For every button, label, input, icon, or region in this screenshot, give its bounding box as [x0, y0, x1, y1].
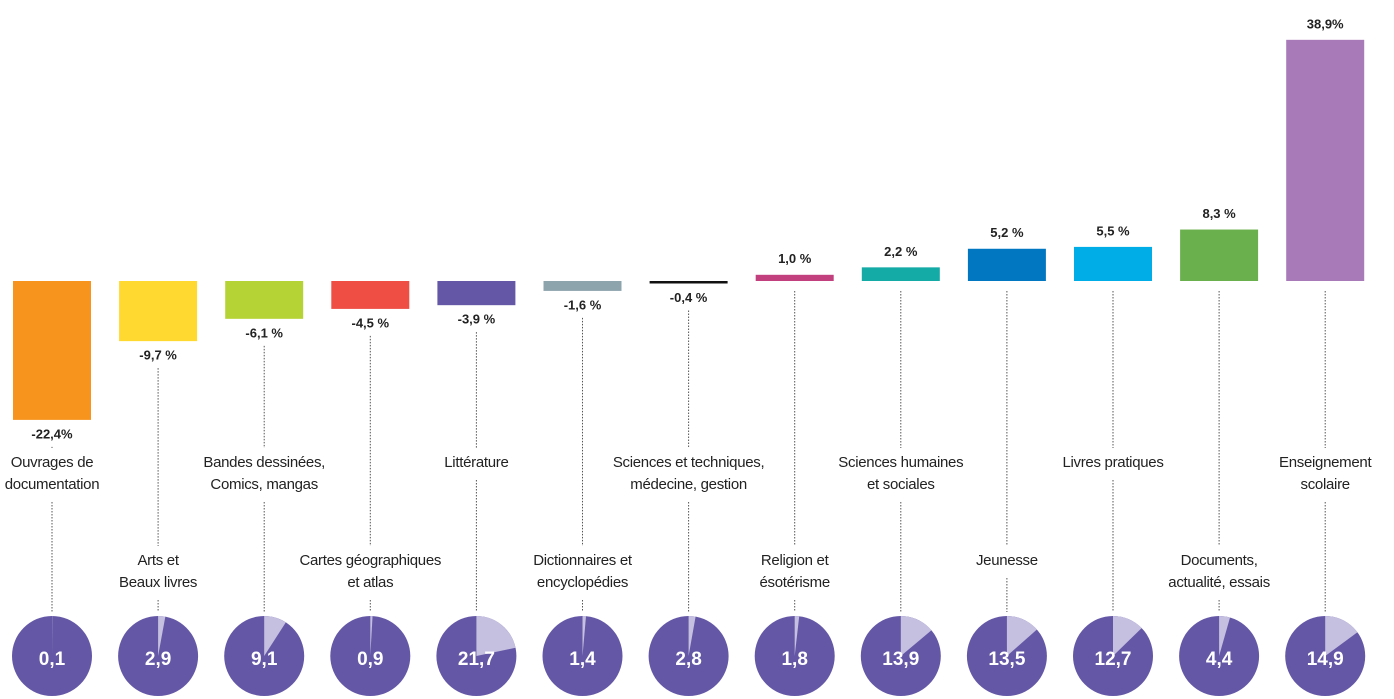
pie-label: 2,8 — [675, 649, 701, 670]
value-label: -9,7 % — [139, 348, 177, 363]
pie-label: 21,7 — [458, 649, 495, 670]
value-label: -3,9 % — [458, 312, 496, 327]
pie-label: 1,4 — [569, 649, 596, 670]
value-label: -6,1 % — [245, 325, 283, 340]
bar — [861, 267, 940, 281]
value-label: -1,6 % — [564, 297, 602, 312]
bar — [1286, 39, 1365, 281]
bar — [437, 281, 516, 306]
bar — [755, 274, 834, 281]
pie-slice — [1006, 616, 1037, 656]
value-label: -4,5 % — [352, 315, 390, 330]
value-label: 2,2 % — [884, 244, 918, 259]
value-label: 8,3 % — [1202, 206, 1236, 221]
category-label: Littérature — [444, 454, 509, 471]
pie-slice — [370, 616, 373, 656]
value-label: 1,0 % — [778, 251, 812, 266]
category-label: Arts et Beaux livres — [119, 552, 198, 591]
pie-label: 2,9 — [145, 649, 171, 670]
pie-slice — [1325, 616, 1358, 656]
pie-label: 14,9 — [1307, 649, 1344, 670]
pie-slice — [1219, 616, 1231, 656]
bar — [1180, 229, 1259, 281]
bar — [649, 281, 728, 284]
pie-label: 4,4 — [1206, 649, 1233, 670]
pie-slice — [794, 616, 800, 656]
pie-label: 9,1 — [251, 649, 278, 670]
pie-slice — [582, 616, 587, 656]
value-label: 5,5 % — [1096, 223, 1130, 238]
bar — [1074, 246, 1152, 281]
category-label: Dictionnaires et encyclopédies — [533, 552, 632, 591]
bar — [331, 281, 410, 309]
bar — [967, 248, 1046, 281]
bar — [225, 281, 304, 319]
bar — [543, 281, 622, 291]
value-label: -22,4% — [31, 426, 73, 441]
category-label: Bandes dessinées, Comics, mangas — [203, 454, 326, 493]
pie-label: 1,8 — [781, 649, 807, 670]
category-label: Jeunesse — [975, 552, 1038, 569]
category-label: Religion et ésotérisme — [759, 552, 831, 591]
value-label: -0,4 % — [670, 290, 708, 305]
pie-label: 12,7 — [1095, 649, 1132, 670]
pie-label: 13,5 — [988, 649, 1025, 670]
category-label: Sciences humaines et sociales — [838, 454, 964, 493]
bar — [119, 281, 198, 342]
pie-slice — [688, 616, 696, 656]
pie-slice — [264, 616, 286, 656]
category-label: Cartes géographiques et atlas — [299, 552, 442, 591]
pie-slice — [158, 616, 166, 656]
category-label: Documents, actualité, essais — [1168, 552, 1270, 591]
pie-label: 0,9 — [357, 649, 383, 670]
pie-slice — [476, 616, 516, 656]
pie-slice — [900, 616, 932, 656]
pie-label: 0,1 — [39, 649, 66, 670]
category-label: Enseignement scolaire — [1279, 454, 1372, 493]
pie-slice — [1113, 616, 1142, 656]
value-label: 5,2 % — [990, 225, 1024, 240]
pie-label: 13,9 — [882, 649, 919, 670]
value-label: 38,9% — [1307, 16, 1344, 31]
bar — [13, 281, 91, 420]
category-label: Sciences et techniques, médecine, gestio… — [612, 454, 765, 493]
category-label: Ouvrages de documentation — [4, 454, 100, 493]
category-label: Livres pratiques — [1062, 454, 1164, 471]
